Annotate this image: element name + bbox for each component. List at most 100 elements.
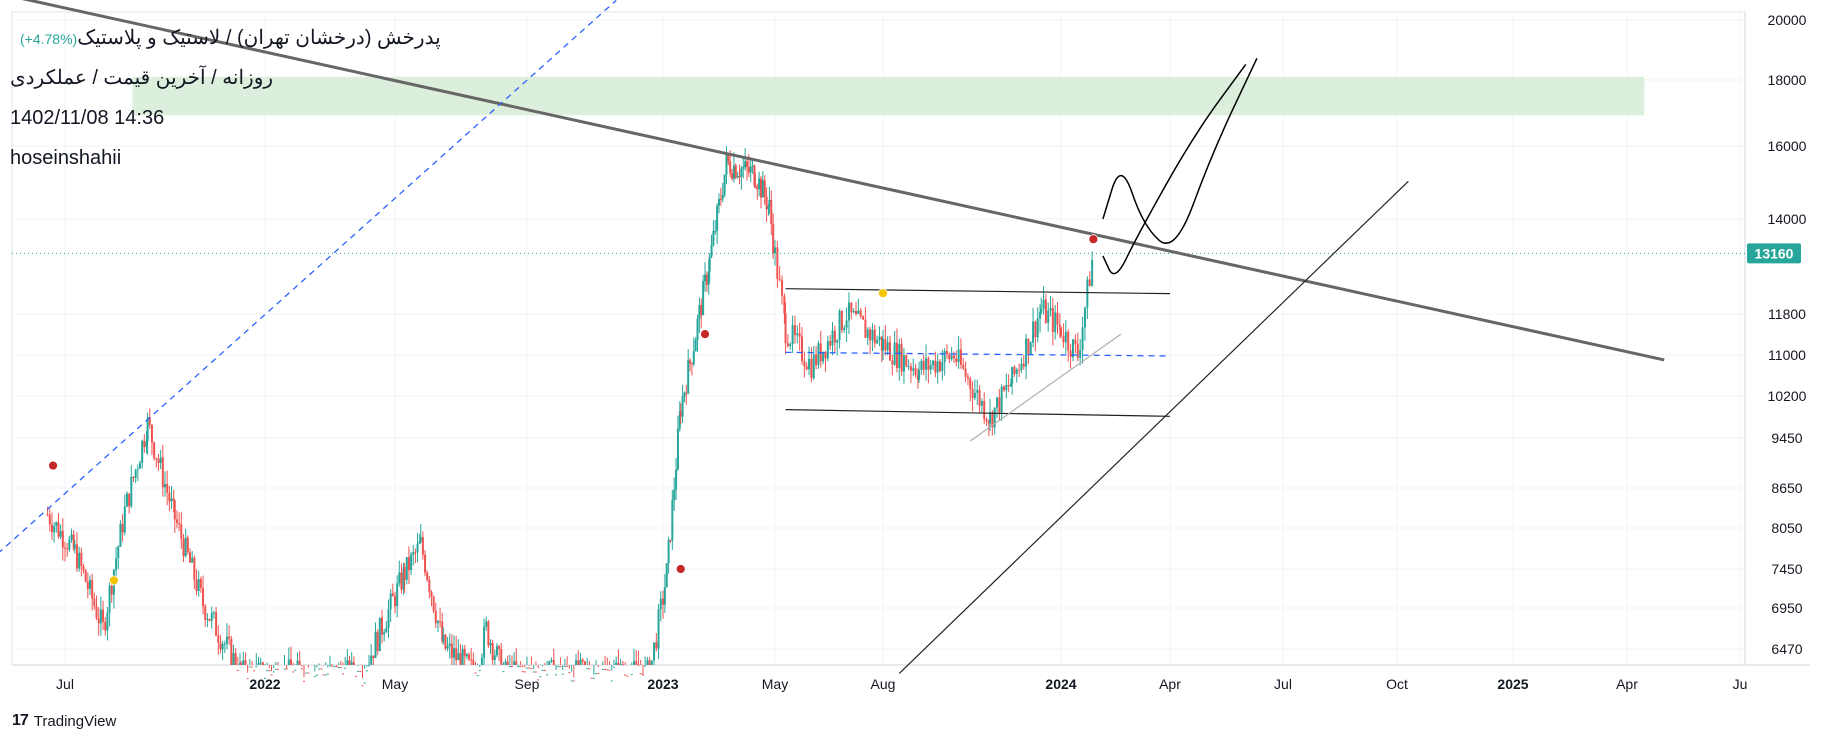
candle-body	[862, 316, 865, 320]
candle-body	[1079, 350, 1082, 358]
candle-body	[932, 360, 935, 366]
projection-path-alt[interactable]	[1102, 63, 1247, 275]
candle-body	[339, 667, 342, 669]
candle-body	[1020, 363, 1023, 371]
candle-body	[708, 256, 711, 272]
brand-name[interactable]: TradingView	[33, 712, 117, 730]
candle-body	[673, 489, 676, 501]
candle-body	[705, 274, 708, 285]
candle-body	[50, 524, 53, 533]
candle-body	[943, 351, 946, 363]
candle-body	[738, 176, 741, 178]
candle-body	[331, 665, 334, 667]
candle-body	[900, 344, 903, 372]
candle-body	[191, 557, 194, 563]
rising-support-line[interactable]	[969, 333, 1122, 442]
y-tick-label: 11800	[1768, 306, 1806, 322]
candle-body	[283, 668, 286, 670]
tradingview-logo-icon[interactable]: 17	[12, 712, 29, 729]
drawings[interactable]	[0, 0, 1745, 674]
candle-body	[318, 668, 321, 670]
candle-body	[801, 336, 803, 362]
candle-body	[678, 411, 681, 429]
candle-body	[690, 363, 693, 365]
candle-body	[714, 230, 717, 232]
candle-body	[952, 355, 955, 359]
long-rising-line[interactable]	[898, 180, 1409, 674]
candle-body	[242, 660, 245, 665]
candle-body	[485, 621, 488, 627]
candle-body	[836, 340, 839, 343]
candle-body	[876, 339, 879, 344]
candle-body	[808, 358, 811, 370]
candle-body	[132, 476, 135, 478]
projection-path[interactable]	[1102, 57, 1258, 244]
candle-body	[73, 544, 76, 549]
candle-body	[646, 660, 649, 665]
candle-body	[653, 642, 656, 661]
candle-body	[776, 247, 779, 279]
author-name[interactable]: hoseinshahii	[10, 147, 122, 169]
candle-body	[396, 583, 399, 607]
candle-body	[370, 655, 373, 665]
candle-body	[95, 605, 98, 619]
candle-body	[368, 665, 370, 667]
candle-body	[277, 668, 279, 670]
candle-body	[817, 343, 820, 366]
candle-body	[561, 673, 564, 675]
candle-body	[130, 476, 133, 507]
candle-body	[852, 310, 855, 313]
candle-body	[1058, 324, 1061, 328]
candle-body	[798, 333, 801, 337]
candle-body	[517, 666, 520, 668]
candle-body	[139, 462, 141, 469]
candle-body	[663, 587, 666, 605]
candle-body	[732, 165, 735, 179]
candle-body	[146, 417, 149, 442]
range-top-line[interactable]	[785, 288, 1171, 295]
x-tick-label: May	[762, 676, 788, 692]
candle-body	[855, 310, 857, 315]
candle-body	[387, 609, 390, 629]
candle-body	[426, 572, 429, 580]
signal-marker	[1088, 234, 1099, 245]
candle-body	[172, 498, 175, 501]
candle-body	[753, 165, 756, 186]
candle-body	[202, 587, 205, 607]
candle-body	[193, 557, 196, 580]
range-bottom-line[interactable]	[785, 409, 1171, 417]
candle-body	[110, 585, 113, 595]
candle-body	[419, 537, 422, 542]
candle-body	[1011, 367, 1014, 384]
candle-body	[391, 593, 394, 597]
symbol-name[interactable]: پدرخش (درخشان تهران) / لاستیک و پلاستیک	[77, 27, 441, 49]
candle-body	[606, 669, 609, 671]
candle-body	[1025, 338, 1028, 367]
candle-body	[157, 459, 160, 463]
candle-body	[491, 643, 494, 661]
candle-body	[355, 675, 357, 677]
candle-body	[1051, 308, 1054, 333]
legend-title-row: پدرخش (درخشان تهران) / لاستیک و پلاستیک(…	[10, 18, 441, 58]
candle-body	[442, 634, 445, 642]
candle-body	[248, 666, 251, 668]
candle-body	[568, 672, 571, 674]
candle-body	[228, 636, 231, 639]
candle-body	[128, 493, 131, 507]
candle-body	[532, 671, 535, 673]
candle-body	[272, 671, 275, 673]
candle-body	[604, 668, 607, 670]
candle-body	[996, 397, 999, 408]
range-mid-dashed-line[interactable]	[785, 351, 1171, 357]
long-term-dashed-trend[interactable]	[0, 0, 617, 612]
candle-body	[736, 176, 739, 178]
candle-body	[939, 361, 942, 371]
candle-body	[204, 606, 207, 620]
candle-body	[1049, 308, 1052, 311]
main-trend-line[interactable]	[0, 0, 1665, 362]
candle-body	[659, 598, 662, 610]
candle-body	[925, 358, 928, 370]
y-tick-label: 9450	[1771, 430, 1802, 446]
